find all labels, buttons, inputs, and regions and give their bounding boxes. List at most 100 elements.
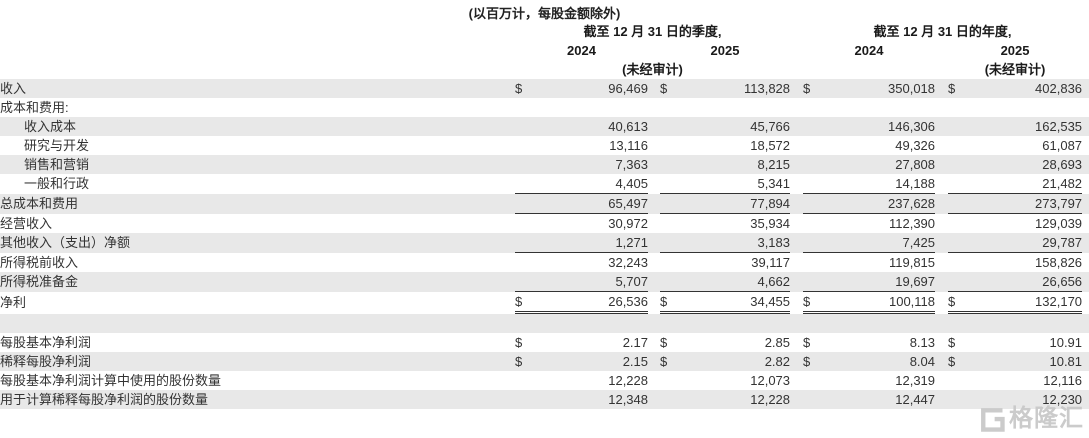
dollar-sign-cell <box>660 253 678 273</box>
column-gap <box>790 98 803 117</box>
value-cell: 12,447 <box>821 390 936 409</box>
dollar-sign-cell <box>948 214 966 234</box>
column-gap <box>935 233 949 253</box>
dollar-sign-cell <box>660 155 678 174</box>
column-tail <box>1082 371 1089 390</box>
row-label: 每股基本净利润 <box>0 335 92 350</box>
column-gap <box>648 98 660 117</box>
header-row-years: 2024 2025 2024 2025 <box>0 41 1089 60</box>
column-gap <box>790 233 804 253</box>
dollar-sign-cell: $ <box>515 352 533 371</box>
table-row-income-before-income-tax: 所得税前收入 32,243 39,117 119,815 158,826 <box>0 253 1089 273</box>
column-tail <box>1082 352 1089 371</box>
header-empty-cell <box>0 41 515 60</box>
value-cell: 26,656 <box>966 272 1083 292</box>
dollar-sign-cell: $ <box>948 352 967 371</box>
dollar-sign-cell <box>515 155 533 174</box>
column-gap <box>648 272 660 292</box>
dollar-sign-cell <box>660 233 678 253</box>
value-cell: 12,230 <box>966 390 1083 409</box>
column-gap <box>790 272 804 292</box>
column-tail <box>1082 233 1089 253</box>
dollar-sign-cell <box>803 214 821 234</box>
column-tail <box>1082 155 1089 174</box>
value-cell: 2.17 <box>622 335 648 350</box>
value-cell: 2.82 <box>678 352 791 371</box>
table-row-operating-income: 经营收入 30,972 35,934 112,390 129,039 <box>0 214 1089 234</box>
dollar-sign-cell: $ <box>660 79 678 98</box>
row-label: 净利 <box>0 294 27 310</box>
row-label: 每股基本净利润计算中使用的股份数量 <box>0 373 222 388</box>
dollar-sign-cell <box>803 272 822 292</box>
column-gap <box>935 60 948 79</box>
value-cell: 129,039 <box>1035 216 1083 231</box>
dollar-sign-cell: $ <box>515 335 523 350</box>
value-cell: 77,894 <box>678 193 791 214</box>
dollar-sign-cell <box>803 390 822 409</box>
column-gap <box>935 79 949 98</box>
dollar-sign-cell <box>515 174 533 194</box>
value-cell: 1,271 <box>533 233 648 253</box>
dollar-sign-cell: $ <box>948 291 967 314</box>
table-row-sales-and-marketing: 销售和营销 7,363 8,215 27,808 28,693 <box>0 155 1089 174</box>
column-tail <box>1082 136 1089 155</box>
value-cell: 39,117 <box>751 255 791 270</box>
dollar-sign-cell <box>803 371 821 390</box>
quarter-unaudited-label: (未经审计) <box>622 62 683 77</box>
column-gap <box>790 390 804 409</box>
gelonghui-watermark: 格隆汇 <box>978 404 1084 434</box>
dollar-sign-cell <box>948 174 967 194</box>
column-gap <box>648 117 660 136</box>
table-row-other-income-expense-net: 其他收入（支出）净额 1,271 3,183 7,425 29,787 <box>0 233 1089 253</box>
column-gap <box>648 253 660 273</box>
column-tail <box>1082 292 1089 313</box>
row-label: 销售和营销 <box>0 155 515 174</box>
annual-2024-header: 2024 <box>854 43 884 58</box>
table-row-net-income: 净利 $26,536 $34,455 $100,118 $132,170 <box>0 291 1089 314</box>
dollar-sign-cell <box>948 136 966 155</box>
value-cell: 13,116 <box>609 138 648 153</box>
table-row-basic-share-count: 每股基本净利润计算中使用的股份数量 12,228 12,073 12,319 12,11… <box>0 371 1089 390</box>
value-cell: 19,697 <box>821 272 936 292</box>
table-row-total-costs-and-expenses: 总成本和费用 65,497 77,894 237,628 273,797 <box>0 193 1089 214</box>
row-label: 用于计算稀释每股净利润的股份数量 <box>0 390 515 409</box>
table-row-revenue: 收入 $96,469 $113,828 $350,018 $402,836 <box>0 79 1089 98</box>
dollar-sign-cell <box>803 174 822 194</box>
dollar-sign-cell: $ <box>660 291 678 314</box>
dollar-sign-cell <box>803 155 822 174</box>
column-gap <box>790 352 804 371</box>
dollar-sign-cell <box>948 155 967 174</box>
dollar-sign-cell <box>660 272 678 292</box>
value-cell: 12,228 <box>608 373 648 388</box>
column-gap <box>935 193 949 214</box>
row-label: 所得税前收入 <box>0 254 79 270</box>
value-cell <box>821 98 935 117</box>
column-gap <box>935 253 948 273</box>
column-tail <box>1082 390 1089 409</box>
column-gap <box>935 174 948 194</box>
dollar-sign-cell: $ <box>948 79 967 98</box>
value-cell: 26,536 <box>533 291 648 314</box>
value-cell: 8.04 <box>821 352 936 371</box>
dollar-sign-cell <box>948 390 967 409</box>
table-row-research-and-development: 研究与开发 13,116 18,572 49,326 61,087 <box>0 136 1089 155</box>
dollar-sign-cell <box>948 272 967 292</box>
dollar-sign-cell <box>660 371 678 390</box>
dollar-sign-cell <box>803 117 822 136</box>
value-cell: 2.85 <box>764 335 791 350</box>
column-gap <box>648 233 660 253</box>
dollar-sign-cell: $ <box>803 291 822 314</box>
column-gap <box>935 214 948 234</box>
header-row-periods: 截至 12 月 31 日的季度, 截至 12 月 31 日的年度, <box>0 22 1089 41</box>
dollar-sign-cell <box>515 272 533 292</box>
value-cell: 273,797 <box>966 193 1083 214</box>
value-cell: 32,243 <box>608 255 648 270</box>
quarter-2024-header: 2024 <box>567 43 596 58</box>
column-gap <box>790 79 804 98</box>
value-cell: 10.91 <box>1049 335 1083 350</box>
column-tail <box>1082 98 1089 117</box>
value-cell: 350,018 <box>821 79 936 98</box>
dollar-sign-cell <box>515 117 533 136</box>
column-gap <box>648 79 660 98</box>
column-gap <box>935 333 948 352</box>
